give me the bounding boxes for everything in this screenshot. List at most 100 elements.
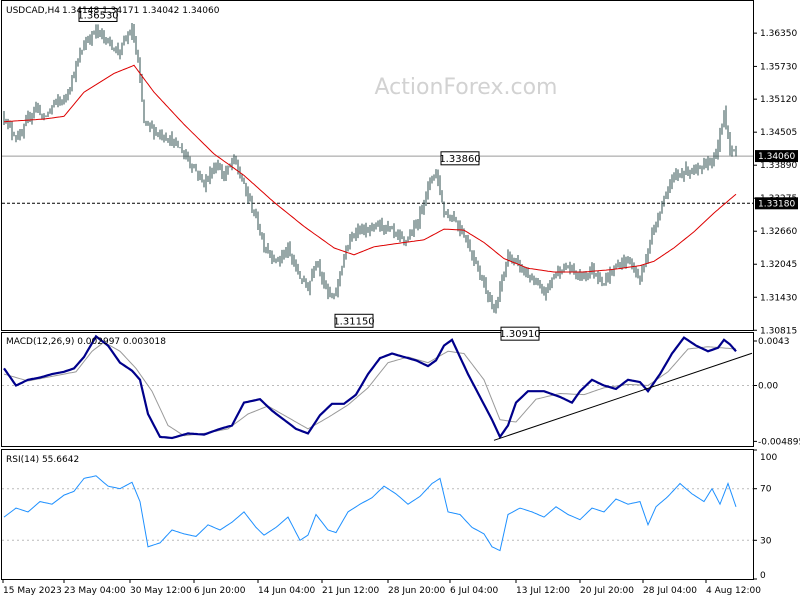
candle-body bbox=[101, 31, 103, 35]
candle-body bbox=[543, 289, 545, 295]
annotation-label: 1.31150 bbox=[333, 316, 374, 327]
level-price-tag-text: 1.33180 bbox=[758, 199, 795, 209]
candle-body bbox=[707, 161, 709, 166]
rsi-line bbox=[3, 475, 737, 552]
candle-body bbox=[237, 163, 239, 171]
candle-body bbox=[89, 40, 91, 42]
candle-body bbox=[245, 183, 247, 192]
candle-body bbox=[459, 225, 461, 230]
macd-line bbox=[3, 334, 737, 440]
candle-body bbox=[667, 189, 669, 197]
candle-series bbox=[3, 22, 737, 314]
candle-body bbox=[381, 221, 383, 227]
candle-body bbox=[545, 291, 547, 295]
time-tick-label: 30 May 12:00 bbox=[130, 586, 192, 596]
candle-body bbox=[623, 260, 625, 264]
candle-body bbox=[157, 132, 159, 135]
candle-body bbox=[449, 215, 451, 219]
candle-body bbox=[257, 215, 259, 228]
candle-body bbox=[341, 266, 343, 274]
candle-body bbox=[179, 147, 181, 149]
candle-body bbox=[671, 180, 673, 186]
candle-body bbox=[105, 37, 107, 43]
candle-body bbox=[325, 283, 327, 285]
candle-body bbox=[507, 254, 509, 265]
annotation-box bbox=[334, 313, 374, 328]
candle-body bbox=[199, 175, 201, 177]
candle-body bbox=[187, 156, 189, 160]
candle-body bbox=[299, 273, 301, 279]
candle-body bbox=[573, 267, 575, 273]
candle-body bbox=[647, 251, 649, 261]
candle-body bbox=[57, 99, 59, 101]
candle-body bbox=[485, 282, 487, 292]
candle-body bbox=[359, 228, 361, 233]
candle-body bbox=[297, 266, 299, 274]
candle-body bbox=[37, 104, 39, 109]
candle-body bbox=[121, 42, 123, 51]
candle-body bbox=[555, 272, 557, 277]
candle-body bbox=[513, 259, 515, 261]
candle-body bbox=[21, 132, 23, 136]
candle-body bbox=[103, 34, 105, 38]
candle-body bbox=[35, 104, 37, 111]
time-tick-label: 14 Jun 04:00 bbox=[258, 586, 315, 596]
candle-body bbox=[151, 125, 153, 128]
candle-body bbox=[45, 116, 47, 117]
time-tick-label: 4 Aug 12:00 bbox=[706, 586, 761, 596]
candle-body bbox=[287, 247, 289, 254]
candle-body bbox=[155, 132, 157, 134]
rsi-tick-label: 30 bbox=[760, 536, 772, 546]
candle-body bbox=[511, 259, 513, 261]
candle-body bbox=[585, 273, 587, 277]
candle-body bbox=[425, 194, 427, 203]
time-axis: 15 May 2023 23 May 04:00 30 May 12:00 6 Jun… bbox=[2, 579, 761, 596]
candle-body bbox=[711, 160, 713, 163]
candle-body bbox=[575, 272, 577, 275]
candle-body bbox=[517, 260, 519, 263]
candle-body bbox=[7, 122, 9, 124]
candle-body bbox=[333, 295, 335, 297]
candle-body bbox=[405, 240, 407, 242]
candle-body bbox=[693, 167, 695, 172]
candle-body bbox=[365, 228, 367, 234]
candle-body bbox=[171, 137, 173, 145]
candle-body bbox=[445, 214, 447, 215]
candle-body bbox=[139, 61, 141, 80]
time-tick-label: 21 Jun 12:00 bbox=[322, 586, 379, 596]
candle-body bbox=[317, 261, 319, 266]
candle-body bbox=[493, 308, 495, 313]
candle-body bbox=[727, 125, 729, 138]
candle-body bbox=[475, 262, 477, 263]
candle-body bbox=[549, 282, 551, 284]
candle-body bbox=[143, 100, 145, 122]
candle-body bbox=[225, 171, 227, 176]
candle-body bbox=[347, 248, 349, 250]
candle-body bbox=[589, 270, 591, 275]
candle-body bbox=[189, 159, 191, 164]
candle-body bbox=[433, 176, 435, 179]
candle-body bbox=[291, 254, 293, 260]
candle-body bbox=[309, 281, 311, 291]
candle-body bbox=[261, 233, 263, 238]
candle-body bbox=[561, 272, 563, 274]
candle-body bbox=[569, 266, 571, 270]
price-tick-label: 1.30815 bbox=[760, 326, 797, 336]
candle-body bbox=[293, 259, 295, 265]
candle-body bbox=[461, 229, 463, 234]
candle-body bbox=[453, 217, 455, 221]
candle-body bbox=[639, 276, 641, 281]
candle-body bbox=[87, 40, 89, 42]
candle-body bbox=[489, 296, 491, 301]
price-tick-label: 1.32660 bbox=[760, 227, 797, 237]
candle-body bbox=[197, 171, 199, 177]
candle-body bbox=[465, 236, 467, 240]
candle-body bbox=[211, 172, 213, 174]
candle-body bbox=[51, 105, 53, 110]
symbol-label: USDCAD,H4 bbox=[6, 6, 60, 16]
candle-body bbox=[547, 283, 549, 292]
candle-body bbox=[235, 156, 237, 164]
candle-body bbox=[659, 211, 661, 219]
candle-body bbox=[605, 278, 607, 284]
